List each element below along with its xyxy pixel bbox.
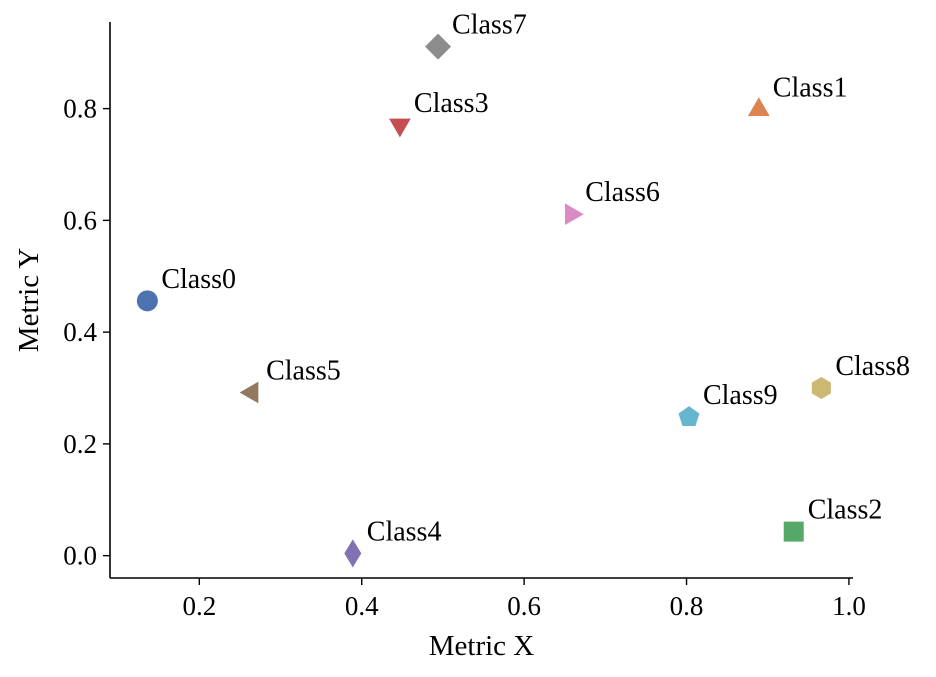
- y-tick-label: 0.4: [63, 317, 97, 347]
- data-points: [136, 33, 831, 568]
- data-point-label: Class7: [452, 10, 527, 41]
- data-point-label: Class1: [773, 73, 848, 104]
- data-point-label: Class6: [585, 177, 660, 208]
- data-point-label: Class2: [808, 495, 883, 526]
- data-point-marker: [783, 521, 804, 542]
- data-point-marker: [136, 290, 158, 312]
- x-tick-label: 1.0: [832, 591, 866, 621]
- y-axis-label: Metric Y: [13, 248, 45, 352]
- data-point-marker: [564, 203, 584, 226]
- data-point-marker: [425, 33, 452, 60]
- data-point-label: Class5: [266, 355, 341, 386]
- y-tick-label: 0.0: [63, 541, 97, 571]
- data-point-marker: [678, 406, 700, 426]
- data-point-label: Class3: [414, 88, 489, 119]
- axes: [109, 22, 853, 579]
- point-labels: Class0 Class1 Class2 Class3 Class4 Class5 Clas…: [161, 10, 910, 548]
- data-point-marker: [344, 539, 362, 568]
- y-tick-label: 0.8: [63, 94, 97, 124]
- data-point-label: Class9: [703, 380, 778, 411]
- y-ticks: 0.0 0.2 0.4 0.6 0.8: [63, 94, 110, 571]
- x-tick-label: 0.6: [507, 591, 541, 621]
- y-tick-label: 0.2: [63, 429, 97, 459]
- x-tick-label: 0.2: [182, 591, 216, 621]
- x-ticks: 0.2 0.4 0.6 0.8 1.0: [182, 578, 866, 621]
- data-point-label: Class4: [367, 516, 442, 547]
- y-tick-label: 0.6: [63, 205, 97, 235]
- data-point-marker: [389, 118, 411, 138]
- data-point-label: Class8: [835, 351, 910, 382]
- data-point-marker: [811, 377, 831, 400]
- x-tick-label: 0.4: [345, 591, 379, 621]
- x-axis-label: Metric X: [429, 630, 535, 662]
- x-tick-label: 0.8: [670, 591, 704, 621]
- data-point-label: Class0: [161, 264, 236, 295]
- data-point-marker: [239, 381, 259, 404]
- data-point-marker: [747, 97, 770, 116]
